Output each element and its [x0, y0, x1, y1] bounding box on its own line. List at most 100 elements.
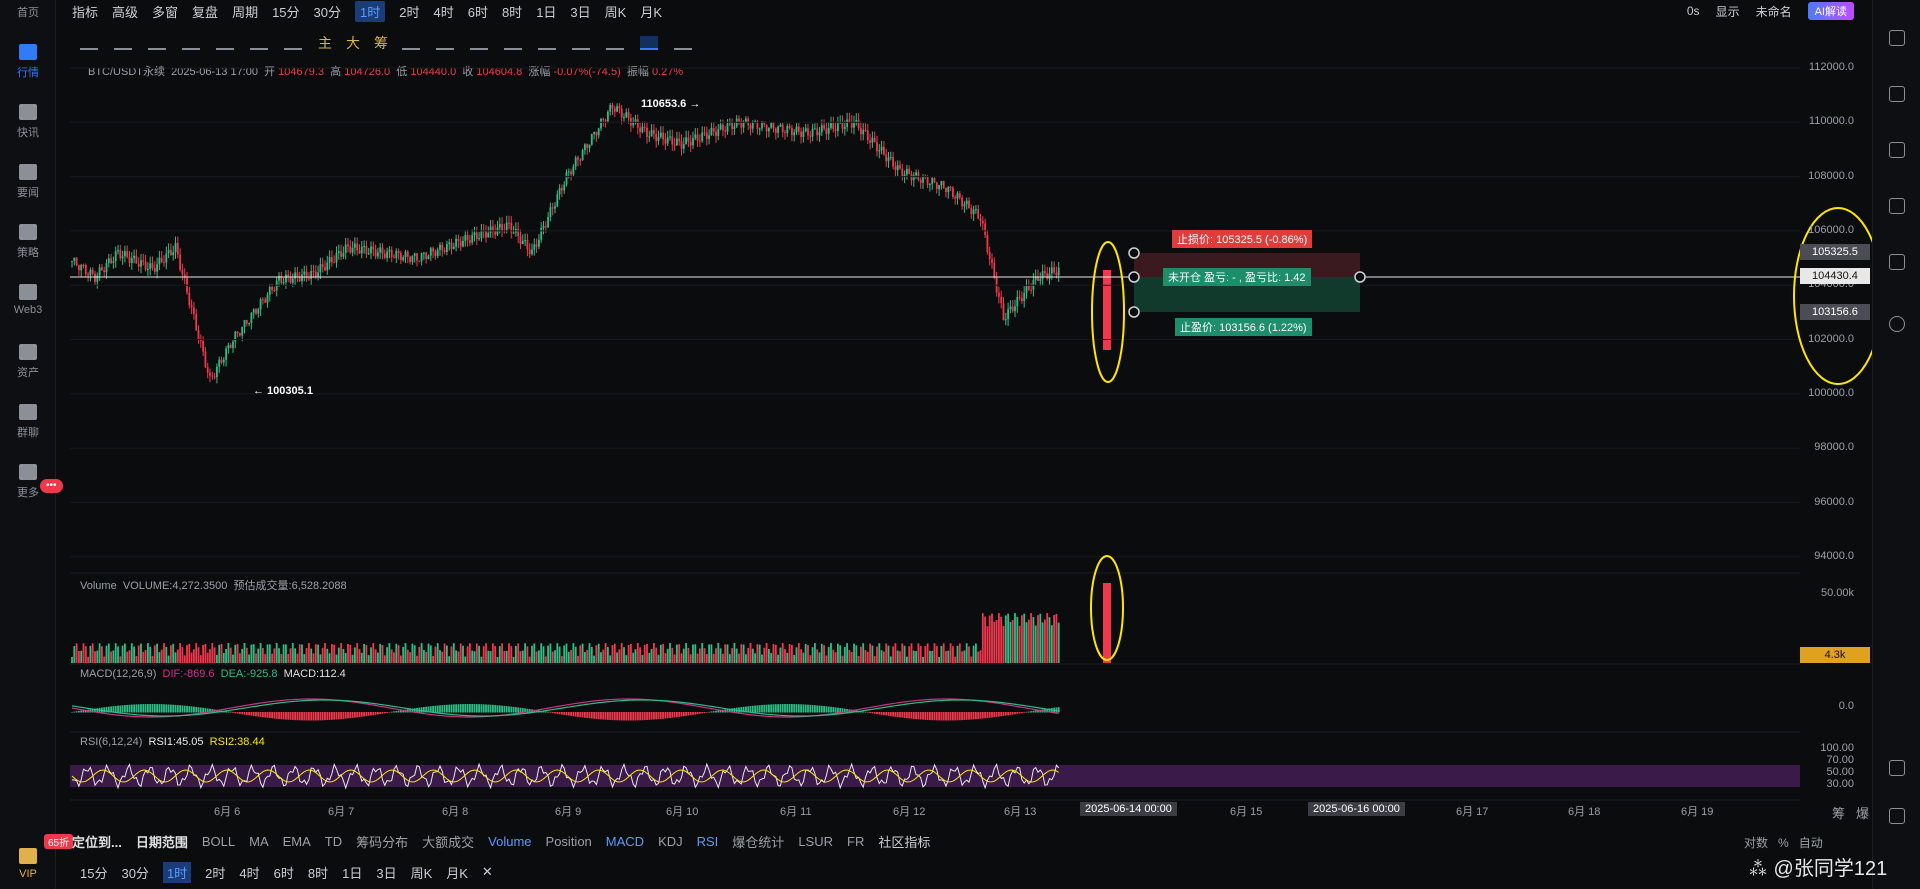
- close-icon[interactable]: ✕: [481, 864, 493, 879]
- ai-analysis-button[interactable]: AI解读: [1807, 2, 1854, 20]
- volume-toggle[interactable]: Volume: [488, 833, 532, 849]
- period-dropdown[interactable]: 周期: [232, 4, 259, 20]
- candles-icon[interactable]: [504, 36, 522, 50]
- more-tools-icon[interactable]: [284, 36, 302, 50]
- nav-home[interactable]: 首页: [0, 4, 56, 20]
- ma-toggle[interactable]: MA: [249, 833, 269, 849]
- rsi-toggle[interactable]: RSI: [696, 833, 719, 849]
- line-tool-icon[interactable]: [80, 36, 98, 50]
- community-indicator-button[interactable]: 社区指标: [878, 834, 931, 850]
- trash-icon[interactable]: [674, 36, 692, 50]
- interval-6h[interactable]: 6时: [467, 4, 488, 20]
- ruler-icon[interactable]: [436, 36, 454, 50]
- chip-button[interactable]: 筹: [374, 35, 388, 51]
- interval-1mo[interactable]: 月K: [446, 865, 468, 881]
- interval-1w[interactable]: 周K: [410, 865, 433, 881]
- chart-icon[interactable]: [1889, 198, 1905, 214]
- interval-3d[interactable]: 3日: [570, 4, 591, 20]
- symbol[interactable]: BTC/USDT永续: [88, 66, 165, 78]
- volume-bar: [452, 643, 455, 663]
- trend-icon[interactable]: [1889, 142, 1905, 158]
- nav-vip[interactable]: VIP: [0, 848, 56, 880]
- brush-tool-icon[interactable]: [216, 36, 234, 50]
- fr-toggle[interactable]: FR: [847, 833, 865, 849]
- hline-tool-icon[interactable]: [114, 36, 132, 50]
- display-button[interactable]: 显示: [1715, 4, 1740, 19]
- channel-tool-icon[interactable]: [148, 36, 166, 50]
- interval-1h[interactable]: 1时: [355, 0, 386, 22]
- macd-bar: [793, 704, 796, 713]
- copy-icon[interactable]: [402, 36, 420, 50]
- percent-scale-toggle[interactable]: %: [1778, 836, 1789, 850]
- large-trade-toggle[interactable]: 大额成交: [422, 834, 475, 850]
- support-icon[interactable]: [1889, 808, 1905, 824]
- large-order-button[interactable]: 大: [346, 35, 360, 51]
- interval-4h[interactable]: 4时: [433, 4, 454, 20]
- filter-icon[interactable]: [640, 36, 658, 50]
- order-icon[interactable]: [1889, 86, 1905, 102]
- interval-8h[interactable]: 8时: [307, 865, 329, 881]
- nav-market[interactable]: 行情: [0, 44, 56, 80]
- magnet-icon[interactable]: [606, 36, 624, 50]
- replay-button[interactable]: 复盘: [192, 4, 219, 20]
- liquidation-toggle[interactable]: 爆: [1856, 806, 1870, 821]
- nav-web3[interactable]: Web3: [0, 284, 56, 316]
- fib-tool-icon[interactable]: [182, 36, 200, 50]
- interval-30m[interactable]: 30分: [121, 865, 149, 881]
- interval-2h[interactable]: 2时: [399, 4, 420, 20]
- nav-flash[interactable]: 快讯: [0, 104, 56, 140]
- interval-15m[interactable]: 15分: [272, 4, 300, 20]
- sync-icon[interactable]: [1889, 316, 1905, 332]
- main-force-button[interactable]: 主: [318, 35, 332, 51]
- date-range-dropdown[interactable]: 日期范围: [135, 834, 188, 850]
- nav-news[interactable]: 要闻: [0, 164, 56, 200]
- layout-icon[interactable]: [1889, 760, 1905, 776]
- multi-window-button[interactable]: 多窗: [152, 4, 179, 20]
- hide-icon[interactable]: [572, 36, 590, 50]
- interval-30m[interactable]: 30分: [313, 4, 342, 20]
- pen-icon[interactable]: [470, 36, 488, 50]
- td-toggle[interactable]: TD: [324, 833, 343, 849]
- boll-toggle[interactable]: BOLL: [201, 833, 236, 849]
- liquidation-stats-toggle[interactable]: 爆仓统计: [732, 834, 785, 850]
- interval-1w[interactable]: 周K: [604, 4, 627, 20]
- interval-6h[interactable]: 6时: [273, 865, 294, 881]
- nav-strategy[interactable]: 策略: [0, 224, 56, 260]
- interval-2h[interactable]: 2时: [205, 865, 226, 881]
- locate-button[interactable]: 定位到...: [72, 834, 122, 850]
- screen-icon[interactable]: [1889, 254, 1905, 270]
- nav-assets[interactable]: 资产: [0, 344, 56, 380]
- auto-scale-toggle[interactable]: 自动: [1798, 836, 1823, 850]
- interval-3d[interactable]: 3日: [376, 865, 397, 881]
- position-status-label[interactable]: 未开仓 盈亏: - , 盈亏比: 1.42: [1163, 268, 1311, 286]
- chip-distribution-toggle[interactable]: 筹码分布: [356, 834, 409, 850]
- candle-body: [768, 127, 770, 132]
- advanced-button[interactable]: 高级: [112, 4, 139, 20]
- nav-more[interactable]: 更多: [0, 464, 56, 500]
- macd-bar: [475, 704, 478, 713]
- chip-toggle[interactable]: 筹: [1832, 806, 1846, 821]
- macd-toggle[interactable]: MACD: [605, 833, 645, 849]
- lock-icon[interactable]: [538, 36, 556, 50]
- pitchfork-tool-icon[interactable]: [250, 36, 268, 50]
- interval-1mo[interactable]: 月K: [640, 4, 662, 20]
- interval-8h[interactable]: 8时: [501, 4, 523, 20]
- interval-15m[interactable]: 15分: [80, 865, 108, 881]
- interval-1h[interactable]: 1时: [162, 861, 192, 883]
- position-toggle[interactable]: Position: [545, 833, 592, 849]
- menu-icon[interactable]: [1889, 30, 1905, 46]
- ema-toggle[interactable]: EMA: [282, 833, 311, 849]
- lsur-toggle[interactable]: LSUR: [798, 833, 833, 849]
- indicator-button[interactable]: 指标: [72, 4, 99, 20]
- kdj-toggle[interactable]: KDJ: [658, 833, 683, 849]
- interval-1d[interactable]: 1日: [536, 4, 557, 20]
- nav-chat[interactable]: 群聊: [0, 404, 56, 440]
- account-dropdown[interactable]: 未命名: [1755, 4, 1792, 19]
- volume-bar: [163, 643, 165, 663]
- interval-1d[interactable]: 1日: [342, 865, 363, 881]
- interval-4h[interactable]: 4时: [239, 865, 260, 881]
- take-profit-label[interactable]: 止盈价: 103156.6 (1.22%): [1175, 318, 1312, 336]
- stop-loss-label[interactable]: 止损价: 105325.5 (-0.86%): [1172, 230, 1313, 248]
- log-scale-toggle[interactable]: 对数: [1744, 836, 1769, 850]
